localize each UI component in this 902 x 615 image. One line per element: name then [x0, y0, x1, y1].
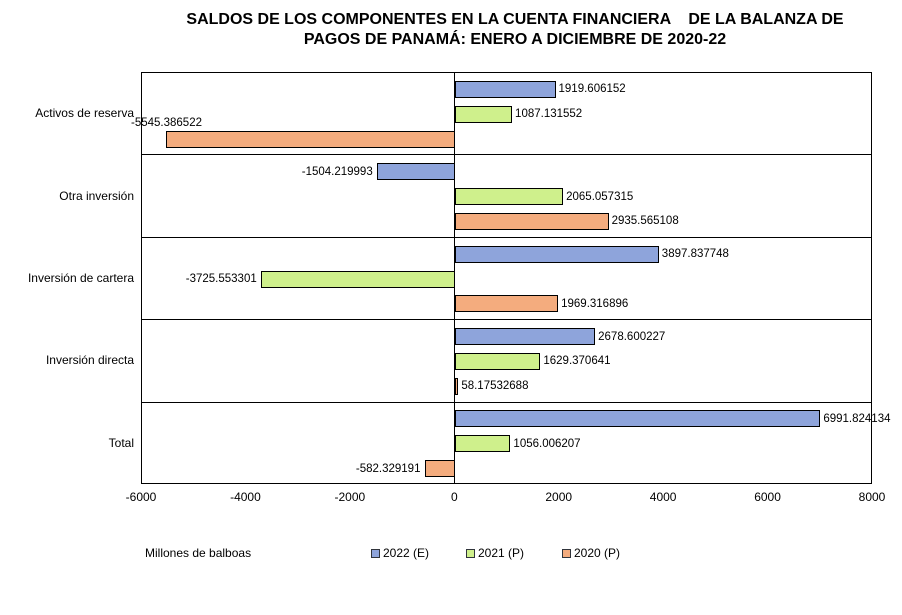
bar-value-label: 58.17532688 — [461, 380, 529, 393]
category-label: Inversión de cartera — [27, 271, 134, 285]
bar-2020-3 — [455, 295, 559, 313]
bar-2021-4 — [455, 352, 541, 370]
x-axis-label: Millones de balboas — [145, 546, 252, 560]
bar-value-label: 6991.824134 — [823, 412, 891, 425]
bar-value-label: 1087.131552 — [515, 108, 583, 121]
category-separator — [142, 236, 871, 238]
x-tick-label: -4000 — [230, 490, 261, 504]
x-tick-label: 8000 — [858, 490, 886, 504]
category-separator — [142, 401, 871, 403]
category-label: Activos de reserva — [35, 106, 134, 121]
x-tick-label: 2000 — [545, 490, 573, 504]
bar-value-label: 2678.600227 — [598, 330, 666, 343]
legend-swatch-icon — [562, 548, 571, 558]
bar-2022-3 — [455, 245, 659, 263]
x-tick-label: 6000 — [754, 490, 781, 504]
bar-2021-5 — [455, 435, 511, 453]
chart-title-line2: PAGOS DE PANAMÁ: ENERO A DICIEMBRE DE 20… — [303, 31, 727, 48]
chart-title-line1: SALDOS DE LOS COMPONENTES EN LA CUENTA F… — [186, 11, 844, 28]
category-label: Otra inversión — [59, 188, 134, 203]
x-tick-label: 4000 — [649, 490, 677, 504]
legend-item-2020: 2020 (P) — [562, 546, 620, 560]
bar-value-label: -1504.219993 — [301, 165, 373, 178]
bar-2020-4 — [455, 377, 459, 395]
bar-value-label: 1056.006207 — [513, 437, 581, 450]
bar-2020-2 — [455, 212, 609, 230]
bar-value-label: 3897.837748 — [661, 248, 729, 261]
bar-value-label: -582.329191 — [355, 462, 421, 475]
legend-item-2021: 2021 (P) — [466, 546, 524, 560]
bar-2022-5 — [455, 410, 821, 428]
category-label: Inversión directa — [45, 353, 134, 368]
bar-value-label: 2065.057315 — [566, 190, 634, 203]
bar-2021-2 — [455, 188, 564, 206]
legend-label: 2020 (P) — [574, 546, 621, 560]
bar-value-label: 2935.565108 — [611, 215, 679, 228]
legend-swatch-icon — [466, 548, 475, 558]
bar-2021-1 — [455, 105, 513, 123]
legend-label: 2021 (P) — [478, 546, 525, 560]
chart-title: SALDOS DE LOS COMPONENTES EN LA CUENTA F… — [115, 10, 902, 50]
bar-2020-1 — [165, 130, 456, 148]
bar-value-label: -3725.553301 — [185, 273, 257, 285]
bar-2020-5 — [424, 460, 456, 478]
legend-swatch-icon — [371, 548, 380, 558]
bar-2021-3 — [260, 270, 456, 288]
x-tick-label: -2000 — [334, 490, 366, 504]
x-tick-label: -6000 — [125, 490, 157, 504]
legend-label: 2022 (E) — [383, 546, 430, 560]
bar-value-label: -5545.386522 — [131, 116, 202, 129]
bar-value-label: 1969.316896 — [561, 297, 629, 310]
bar-2022-1 — [455, 80, 556, 98]
plot-area: 1919.606152 1087.131552 -5545.386522 -1504.… — [131, 72, 891, 484]
category-separator — [142, 319, 871, 321]
bar-2022-4 — [455, 328, 596, 346]
bar-value-label: 1919.606152 — [558, 83, 626, 96]
x-tick-label: 0 — [450, 490, 458, 504]
bar-value-label: 1629.370641 — [543, 355, 611, 368]
bar-2022-2 — [376, 163, 456, 181]
category-label: Total — [108, 435, 134, 450]
legend-item-2022: 2022 (E) — [371, 546, 429, 560]
category-separator — [142, 154, 871, 156]
